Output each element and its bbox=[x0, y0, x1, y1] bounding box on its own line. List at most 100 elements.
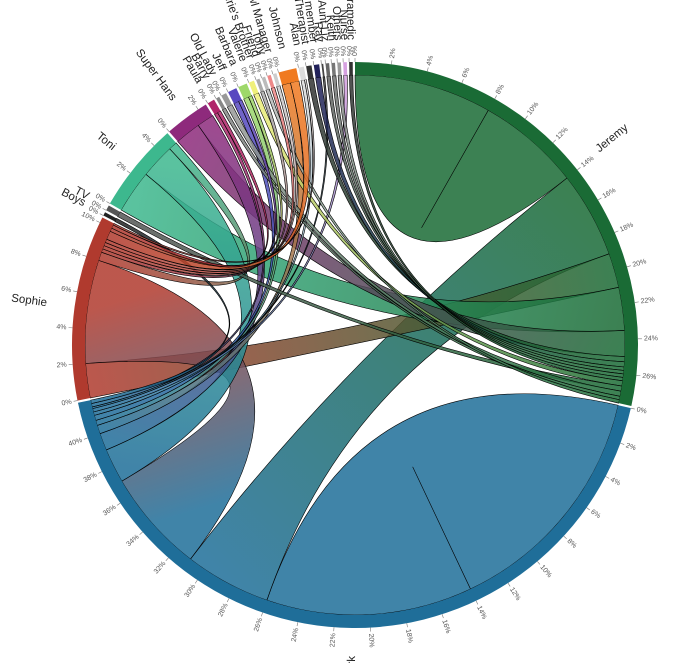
tick-mark bbox=[507, 582, 511, 587]
tick-label: 12% bbox=[508, 586, 521, 602]
ribbon bbox=[265, 88, 620, 404]
tick-mark bbox=[391, 60, 393, 65]
ribbon bbox=[354, 74, 568, 243]
tick-mark bbox=[461, 79, 464, 84]
tick-mark bbox=[305, 62, 307, 67]
tick-mark bbox=[525, 115, 528, 120]
tick-label: 0% bbox=[156, 117, 168, 129]
tick-label: 0% bbox=[316, 48, 324, 59]
tick-mark bbox=[475, 600, 479, 605]
tick-mark bbox=[586, 507, 591, 511]
tick-label: 4% bbox=[140, 132, 152, 144]
tick-label: 4% bbox=[609, 476, 621, 487]
group-arc bbox=[106, 205, 121, 217]
group-arc bbox=[228, 88, 242, 104]
tick-mark bbox=[213, 94, 217, 99]
tick-label: 0% bbox=[308, 49, 316, 60]
group-arc bbox=[248, 80, 259, 95]
tick-label: 24% bbox=[644, 335, 658, 342]
group-arc bbox=[306, 65, 314, 80]
group-label: Jeremy bbox=[594, 122, 631, 155]
tick-label: 2% bbox=[115, 161, 127, 173]
tick-label: 0% bbox=[239, 67, 249, 79]
tick-label: 0% bbox=[90, 200, 102, 211]
group-arc bbox=[71, 217, 114, 401]
group-arc bbox=[272, 73, 280, 87]
tick-mark bbox=[261, 612, 263, 617]
tick-mark bbox=[577, 167, 581, 171]
tick-label: 2% bbox=[625, 442, 637, 452]
tick-mark bbox=[563, 535, 567, 540]
tick-label: 14% bbox=[580, 155, 595, 169]
tick-mark bbox=[73, 400, 78, 402]
group-arc bbox=[221, 93, 232, 108]
group-arc bbox=[215, 96, 226, 110]
tick-label: 0% bbox=[228, 71, 239, 83]
group-label: Super Hans bbox=[133, 47, 179, 103]
tick-mark bbox=[605, 476, 610, 479]
tick-label: 0% bbox=[205, 83, 216, 95]
group-arc bbox=[109, 133, 177, 211]
tick-mark bbox=[226, 598, 230, 603]
ribbon bbox=[253, 92, 623, 387]
group-label: Sophie bbox=[11, 292, 48, 309]
tick-mark bbox=[205, 99, 208, 104]
group-arc bbox=[337, 62, 342, 76]
tick-mark bbox=[102, 208, 107, 211]
tick-label: 0% bbox=[210, 80, 221, 92]
tick-label: 10% bbox=[538, 564, 552, 579]
tick-mark bbox=[98, 471, 103, 474]
tick-label: 26% bbox=[642, 373, 657, 381]
tick-label: 6% bbox=[61, 286, 72, 295]
tick-label: 18% bbox=[619, 222, 635, 234]
tick-mark bbox=[296, 622, 299, 627]
tick-mark bbox=[634, 301, 639, 303]
group-arc bbox=[321, 63, 325, 77]
tick-mark bbox=[271, 70, 274, 75]
tick-label: 34% bbox=[126, 534, 141, 549]
tick-label: 0% bbox=[94, 193, 106, 204]
tick-mark bbox=[277, 68, 279, 73]
tick-label: 0% bbox=[270, 56, 279, 68]
tick-label: 0% bbox=[253, 62, 263, 74]
group-arc bbox=[238, 83, 252, 100]
tick-label: 26% bbox=[253, 617, 264, 633]
tick-label: 30% bbox=[184, 583, 198, 599]
tick-mark bbox=[441, 614, 444, 619]
tick-mark bbox=[126, 170, 131, 174]
tick-mark bbox=[165, 557, 169, 562]
tick-mark bbox=[225, 88, 229, 93]
tick-label: 0% bbox=[339, 46, 346, 56]
tick-mark bbox=[99, 213, 104, 216]
tick-mark bbox=[82, 254, 87, 257]
tick-mark bbox=[247, 78, 250, 83]
tick-label: 12% bbox=[555, 126, 570, 141]
tick-label: 0% bbox=[291, 51, 300, 62]
group-label: Others bbox=[330, 6, 344, 41]
tick-label: 0% bbox=[345, 46, 352, 56]
group-arc bbox=[278, 68, 299, 86]
tick-label: 0% bbox=[264, 58, 274, 70]
tick-mark bbox=[626, 265, 631, 268]
tick-label: 0% bbox=[300, 50, 309, 61]
tick-label: 22% bbox=[329, 633, 337, 647]
tick-label: 16% bbox=[602, 187, 618, 200]
tick-label: 0% bbox=[87, 205, 99, 216]
arcs: 0% 2%4%6%8%10%12%14%16%18%20%22%24%26%Jer… bbox=[11, 0, 659, 663]
tick-mark bbox=[614, 230, 619, 233]
group-label: Ray bbox=[311, 21, 325, 43]
tick-label: 0% bbox=[247, 64, 257, 76]
group-arc bbox=[325, 63, 331, 77]
group-label: Paramedic bbox=[344, 0, 357, 40]
tick-mark bbox=[537, 561, 541, 565]
tick-mark bbox=[96, 220, 101, 223]
tick-mark bbox=[254, 76, 257, 80]
tick-mark bbox=[406, 623, 408, 628]
tick-mark bbox=[494, 95, 497, 100]
group-arc bbox=[343, 62, 348, 76]
tick-mark bbox=[297, 63, 299, 68]
group-arc bbox=[331, 62, 336, 76]
ribbon bbox=[90, 217, 231, 404]
ribbon bbox=[98, 142, 250, 286]
